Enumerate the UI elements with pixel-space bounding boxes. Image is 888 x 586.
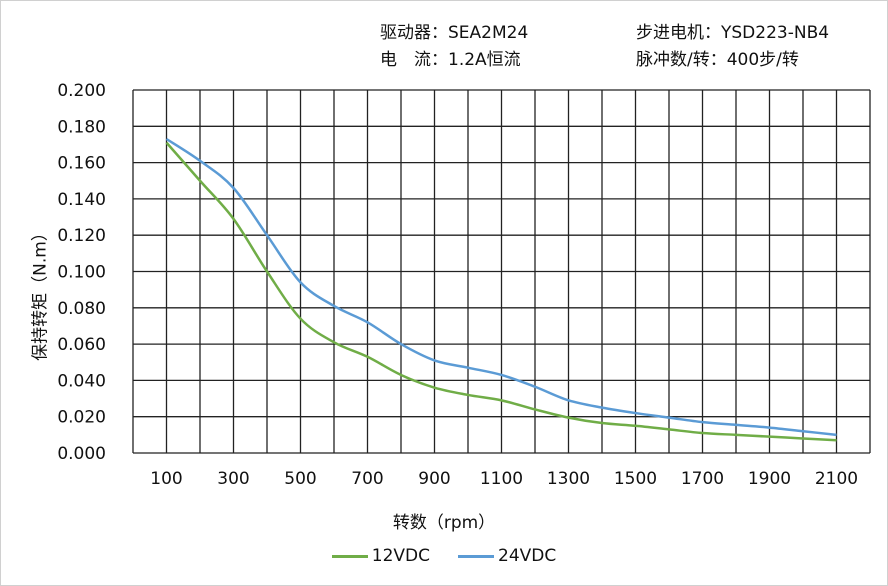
current-info: 电 流：1.2A恒流 [380, 50, 521, 70]
x-tick-label: 100 [150, 469, 182, 489]
legend-swatch-24vdc [458, 554, 494, 558]
legend-swatch-12vdc [331, 554, 368, 558]
x-tick-label: 1500 [614, 469, 657, 489]
y-tick-label: 0.040 [57, 371, 106, 391]
y-tick-label: 0.160 [57, 154, 106, 174]
x-tick-label: 700 [351, 469, 383, 489]
y-tick-label: 0.020 [57, 408, 106, 428]
y-tick-label: 0.000 [57, 444, 106, 464]
x-tick-label: 1900 [748, 469, 791, 489]
motor-info: 步进电机：YSD223-NB4 [636, 23, 830, 43]
x-tick-label: 500 [284, 469, 316, 489]
x-tick-label: 900 [418, 469, 450, 489]
series-line-24vdc [165, 137, 837, 437]
legend-label-12vdc: 12VDC [371, 546, 430, 566]
pulse-info: 脉冲数/转：400步/转 [636, 50, 799, 70]
y-tick-label: 0.120 [57, 226, 106, 246]
x-tick-label: 2100 [815, 469, 858, 489]
y-tick-label: 0.200 [57, 81, 106, 101]
legend-label-24vdc: 24VDC [498, 546, 557, 566]
x-axis-label: 转数（rpm） [392, 513, 496, 533]
driver-info: 驱动器：SEA2M24 [380, 23, 529, 43]
y-tick-label: 0.060 [57, 335, 106, 355]
x-tick-label: 1700 [681, 469, 724, 489]
legend: 12VDC 24VDC [0, 546, 888, 566]
legend-item-12vdc: 12VDC [331, 546, 430, 566]
y-tick-label: 0.140 [57, 190, 106, 210]
x-tick-label: 1100 [480, 469, 523, 489]
x-tick-label: 300 [217, 469, 249, 489]
x-tick-label: 1300 [547, 469, 590, 489]
y-tick-label: 0.080 [57, 299, 106, 319]
y-axis-label: 保持转矩（N.m） [30, 224, 51, 361]
y-tick-label: 0.180 [57, 117, 106, 137]
y-tick-label: 0.100 [57, 263, 106, 283]
series-line-12vdc [165, 141, 837, 442]
legend-item-24vdc: 24VDC [458, 546, 556, 566]
